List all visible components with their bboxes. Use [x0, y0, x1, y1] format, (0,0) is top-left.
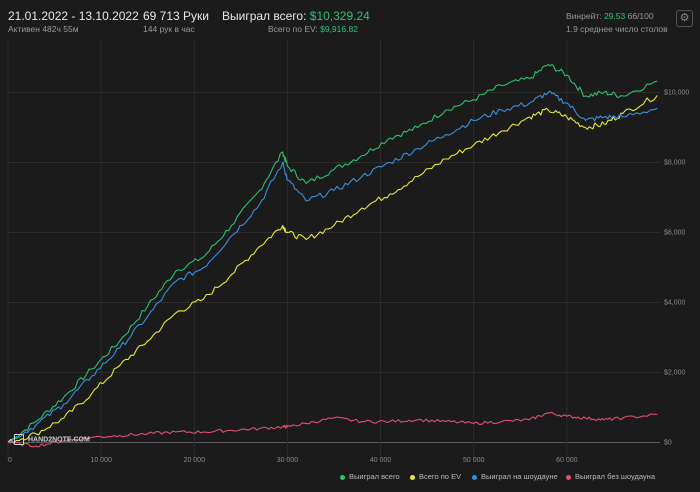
y-tick-label: $2,000: [664, 370, 686, 377]
stats-header: 21.01.2022 - 13.10.2022 Активен 482ч 55м…: [0, 0, 700, 40]
x-tick-label: 20 000: [184, 457, 206, 464]
series-line-1: [7, 95, 658, 444]
series-line-3: [7, 411, 658, 448]
grid: [7, 40, 660, 460]
legend-label: Всего по EV: [419, 472, 462, 481]
legend-marker: [566, 474, 571, 480]
avg-tables: 1.9 среднее число столов: [566, 24, 668, 34]
won-value: $10,329.24: [309, 9, 370, 23]
winrate: Винрейт: 29.53 66/100: [566, 11, 654, 21]
gear-icon[interactable]: ⚙: [676, 10, 693, 27]
x-tick-label: 50 000: [463, 457, 485, 464]
series-line-2: [7, 90, 658, 444]
legend-item-ev[interactable]: Всего по EV: [410, 472, 461, 481]
logo-icon: [14, 434, 24, 445]
legend-label: Выиграл всего: [349, 472, 400, 481]
ev-label: Всего по EV:: [268, 24, 318, 34]
x-axis: 0 10 000 20 000 30 000 40 000 50 000 60 000: [8, 457, 578, 464]
x-tick-label: 60 000: [556, 457, 578, 464]
x-tick-label: 10 000: [90, 457, 112, 464]
y-tick-label: $8,000: [664, 160, 686, 167]
chart: $0 $2,000 $4,000 $6,000 $8,000 $10,000 0 10 00…: [7, 40, 689, 464]
x-tick-label: 40 000: [370, 457, 392, 464]
ev-value: $9,916.82: [320, 24, 358, 34]
winrate-value: 29.53: [603, 11, 626, 21]
hands-count: 69 713 Руки: [143, 9, 209, 23]
active-time: Активен 482ч 55м: [8, 24, 79, 34]
x-tick-label: 30 000: [277, 457, 299, 464]
series-lines: [7, 63, 658, 448]
won-total: Выиграл всего: $10,329.24: [222, 9, 370, 23]
x-tick-label: 0: [8, 457, 12, 464]
series-line-0: [7, 63, 658, 443]
winrate-suffix: 66/100: [627, 11, 654, 21]
y-tick-label: $10,000: [664, 90, 689, 97]
legend-marker: [472, 474, 477, 480]
ev-total: Всего по EV: $9,916.82: [268, 24, 358, 34]
logo-text: HAND2NOTE.COM: [28, 436, 90, 444]
y-axis: $0 $2,000 $4,000 $6,000 $8,000 $10,000: [664, 90, 689, 447]
legend-marker: [340, 474, 345, 480]
y-tick-label: $4,000: [664, 300, 686, 307]
y-tick-label: $6,000: [664, 230, 686, 237]
legend-item-won[interactable]: Выиграл всего: [340, 472, 400, 481]
won-label: Выиграл всего:: [222, 9, 307, 23]
legend-label: Выиграл на шоудауне: [481, 472, 558, 481]
legend-marker: [410, 474, 415, 480]
legend-label: Выиграл без шоудауна: [575, 472, 655, 481]
legend: Выиграл всего Всего по EV Выиграл на шоу…: [0, 472, 700, 486]
legend-item-nonshowdown[interactable]: Выиграл без шоудауна: [566, 472, 655, 481]
y-tick-label: $0: [664, 440, 672, 447]
legend-item-showdown[interactable]: Выиграл на шоудауне: [472, 472, 558, 481]
date-range[interactable]: 21.01.2022 - 13.10.2022: [8, 9, 139, 23]
hands-per-hour: 144 рук в час: [143, 24, 195, 34]
winrate-label: Винрейт:: [566, 11, 602, 21]
logo: HAND2NOTE.COM: [14, 434, 90, 445]
